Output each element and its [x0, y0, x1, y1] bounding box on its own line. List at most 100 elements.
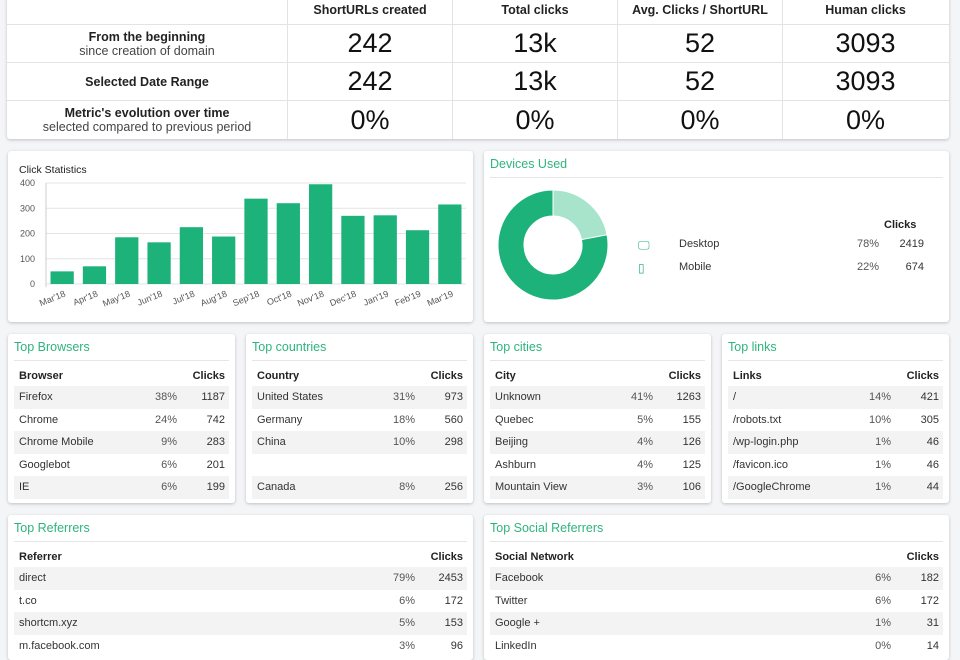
table-row: /wp-login.php 1% 46: [728, 431, 943, 454]
card-title: Top links: [728, 340, 777, 354]
table-header: Browser Clicks: [14, 366, 229, 386]
card-title: Top cities: [490, 340, 543, 354]
table-row: Chrome 24% 742: [14, 409, 229, 432]
table-row: m.facebook.com 3% 96: [14, 635, 467, 658]
row-name: Canada: [257, 481, 296, 494]
column-header-clicks: Clicks: [430, 551, 463, 563]
x-tick-label: May'18: [101, 289, 131, 309]
top-countries-card: Top countries Country Clicks United States 3…: [246, 334, 473, 503]
x-tick-label: Mar'19: [426, 289, 455, 308]
table-row: Google + 1% 31: [490, 612, 943, 635]
table-row: United States 31% 973: [252, 386, 467, 409]
row-clicks: 199: [206, 481, 225, 494]
bar-Oct'18: [276, 203, 300, 284]
top-cities-card: Top cities City Clicks Unknown 41% 1263 Quebec…: [484, 334, 711, 503]
row-percent: 8%: [399, 481, 415, 494]
row-clicks: 2453: [438, 572, 463, 585]
table-row: [252, 453, 467, 476]
row-clicks: 1187: [201, 391, 225, 404]
title-divider: [490, 360, 705, 361]
row-percent: 0%: [875, 639, 891, 652]
top-browsers-card: Top Browsers Browser Clicks Firefox 38% 1187 C…: [8, 334, 235, 503]
table-row: Canada 8% 256: [252, 476, 467, 499]
bar-Mar'18: [50, 271, 74, 284]
row-name: Chrome Mobile: [19, 436, 94, 449]
row-name: /robots.txt: [733, 413, 782, 426]
summary-row-beginning: From the beginning since creation of dom…: [7, 25, 949, 63]
row-percent: 10%: [868, 413, 891, 426]
row-clicks: 46: [926, 436, 939, 449]
device-name: Mobile: [679, 261, 712, 273]
row-percent: 9%: [161, 436, 177, 449]
bar-May'18: [115, 237, 139, 284]
click-statistics-card: Click Statistics 0 100 200 300 400 Mar'18 Apr'…: [8, 151, 473, 322]
row-percent: 1%: [875, 436, 891, 449]
bar-Mar'19: [438, 204, 462, 284]
device-name: Desktop: [679, 238, 720, 250]
title-divider: [490, 541, 943, 542]
row-label-title: From the beginning: [88, 29, 206, 44]
row-percent: 79%: [392, 572, 415, 585]
card-title: Top Social Referrers: [490, 521, 604, 535]
value-total-clicks: 0%: [453, 101, 618, 139]
y-tick-label: 400: [20, 178, 35, 188]
summary-row-label: Metric's evolution over time selected co…: [7, 101, 288, 139]
social-table: Social Network Clicks Facebook 6% 182 Twitter…: [490, 547, 943, 657]
table-row: direct 79% 2453: [14, 567, 467, 590]
row-clicks: 256: [444, 481, 463, 494]
row-percent: 31%: [392, 391, 415, 404]
x-tick-label: Feb'19: [393, 289, 422, 308]
x-tick-label: Jun'18: [136, 289, 164, 308]
row-label-title: Selected Date Range: [85, 74, 209, 89]
row-label-title: Metric's evolution over time: [64, 106, 230, 120]
y-tick-label: 100: [20, 254, 35, 264]
bar-Jun'18: [147, 242, 171, 284]
row-percent: 6%: [399, 594, 415, 607]
table-row: Chrome Mobile 9% 283: [14, 431, 229, 454]
table-row: Firefox 38% 1187: [14, 386, 229, 409]
row-clicks: 44: [926, 481, 939, 494]
row-percent: 1%: [875, 617, 891, 630]
row-name: t.co: [19, 594, 37, 607]
value-human-clicks: 3093: [835, 66, 896, 96]
column-header-clicks: Clicks: [906, 370, 939, 382]
countries-table: Country Clicks United States 31% 973 Germany 1…: [252, 366, 467, 499]
row-name: Googlebot: [19, 458, 70, 471]
column-header-name: Country: [257, 370, 300, 382]
device-row-mobile: ▯ Mobile 22% 674: [634, 261, 934, 277]
value-shorturls: 242: [288, 63, 453, 100]
row-name: China: [257, 436, 286, 449]
top-referrers-card: Top Referrers Referrer Clicks direct 79% 2453…: [8, 515, 473, 660]
x-tick-label: Oct'18: [265, 289, 293, 308]
value-shorturls: 0%: [288, 101, 453, 139]
row-clicks: 96: [450, 639, 463, 652]
header-shorturls-created: ShortURLs created: [288, 0, 453, 24]
row-percent: 6%: [161, 458, 177, 471]
card-title: Top countries: [252, 340, 327, 354]
row-name: Google +: [495, 617, 540, 630]
x-tick-label: Mar'18: [38, 289, 67, 308]
table-header: Referrer Clicks: [14, 547, 467, 567]
top-social-referrers-card: Top Social Referrers Social Network Clicks…: [484, 515, 949, 660]
browsers-table: Browser Clicks Firefox 38% 1187 Chrome 24% 742 C…: [14, 366, 229, 499]
row-name: direct: [19, 572, 46, 585]
table-header: Country Clicks: [252, 366, 467, 386]
links-table: Links Clicks / 14% 421/robots.txt 10% 305/wp-l…: [728, 366, 943, 499]
bar-Apr'18: [82, 266, 107, 284]
title-divider: [14, 541, 467, 542]
row-clicks: 172: [920, 594, 939, 607]
device-percent: 22%: [856, 261, 879, 273]
table-row: t.co 6% 172: [14, 590, 467, 613]
summary-corner: [7, 0, 288, 24]
y-tick-label: 200: [20, 229, 35, 239]
x-tick-label: Apr'18: [72, 289, 100, 308]
device-clicks: 2419: [899, 238, 924, 250]
header-total-clicks: Total clicks: [453, 0, 618, 24]
row-clicks: 201: [206, 458, 225, 471]
row-percent: 24%: [154, 413, 177, 426]
table-row: / 14% 421: [728, 386, 943, 409]
x-tick-label: Nov'18: [296, 289, 325, 309]
row-clicks: 742: [206, 413, 225, 426]
row-name: /: [733, 391, 737, 404]
donut-slice-desktop: [497, 189, 609, 301]
